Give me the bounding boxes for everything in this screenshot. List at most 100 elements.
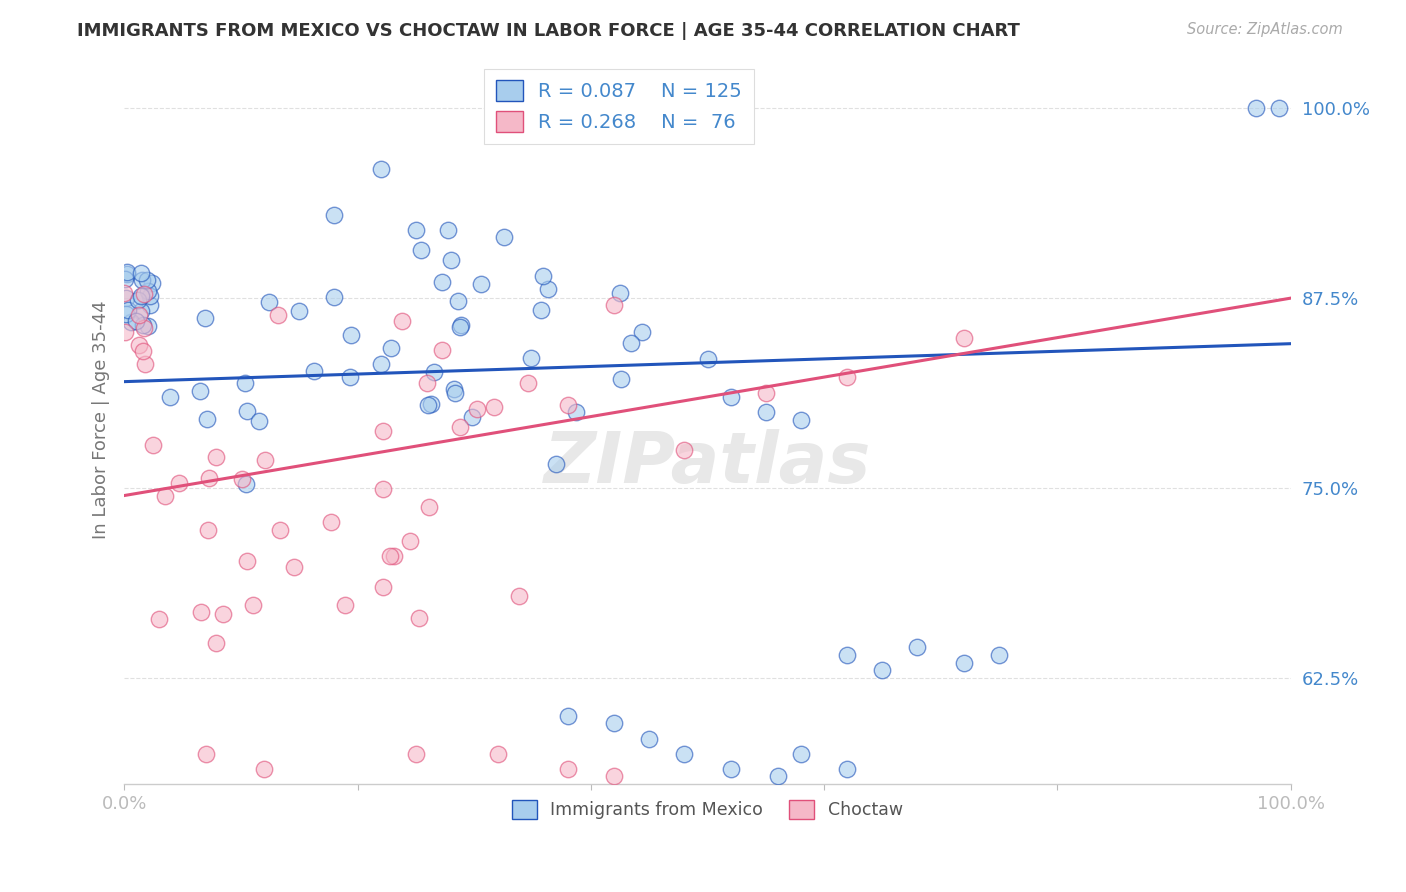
Point — [323, 208, 346, 222]
Point — [253, 453, 276, 467]
Point — [631, 325, 654, 339]
Point — [267, 309, 290, 323]
Point — [148, 612, 170, 626]
Point — [247, 414, 270, 428]
Point — [340, 327, 363, 342]
Point — [508, 589, 530, 603]
Point — [953, 331, 976, 345]
Point — [131, 273, 153, 287]
Point — [673, 747, 696, 761]
Text: IMMIGRANTS FROM MEXICO VS CHOCTAW IN LABOR FORCE | AGE 35-44 CORRELATION CHART: IMMIGRANTS FROM MEXICO VS CHOCTAW IN LAB… — [77, 22, 1021, 40]
Point — [530, 303, 553, 318]
Point — [371, 580, 394, 594]
Point — [194, 310, 217, 325]
Point — [409, 244, 432, 258]
Point — [790, 747, 813, 761]
Point — [135, 273, 157, 287]
Point — [288, 304, 311, 318]
Point — [370, 162, 392, 177]
Point — [115, 291, 138, 305]
Point — [134, 320, 156, 334]
Point — [720, 762, 742, 776]
Point — [141, 276, 163, 290]
Point — [837, 762, 859, 776]
Point — [696, 351, 718, 366]
Point — [205, 636, 228, 650]
Point — [283, 560, 305, 574]
Point — [212, 607, 235, 621]
Point — [242, 599, 264, 613]
Point — [465, 402, 488, 417]
Point — [323, 290, 346, 304]
Point — [235, 476, 257, 491]
Point — [136, 318, 159, 333]
Point — [603, 716, 626, 731]
Point — [907, 640, 929, 655]
Point — [269, 523, 291, 537]
Point — [380, 341, 402, 355]
Point — [537, 282, 560, 296]
Point — [129, 266, 152, 280]
Point — [391, 314, 413, 328]
Point — [195, 411, 218, 425]
Point — [382, 549, 405, 563]
Point — [416, 376, 439, 390]
Point — [544, 458, 567, 472]
Point — [194, 747, 217, 761]
Point — [449, 419, 471, 434]
Point — [257, 294, 280, 309]
Point — [128, 337, 150, 351]
Point — [557, 708, 579, 723]
Point — [204, 450, 226, 465]
Point — [447, 293, 470, 308]
Point — [231, 472, 253, 486]
Point — [333, 598, 356, 612]
Point — [436, 223, 458, 237]
Point — [638, 731, 661, 746]
Point — [371, 482, 394, 496]
Point — [167, 476, 190, 491]
Point — [132, 286, 155, 301]
Point — [233, 376, 256, 391]
Point — [953, 656, 976, 670]
Point — [373, 424, 395, 438]
Point — [114, 325, 136, 339]
Point — [378, 549, 401, 564]
Point — [125, 313, 148, 327]
Point — [197, 523, 219, 537]
Point — [235, 404, 257, 418]
Point — [198, 470, 221, 484]
Point — [494, 230, 516, 244]
Point — [430, 343, 453, 357]
Point — [138, 289, 160, 303]
Text: Source: ZipAtlas.com: Source: ZipAtlas.com — [1187, 22, 1343, 37]
Point — [450, 318, 472, 332]
Point — [321, 515, 343, 529]
Point — [134, 357, 156, 371]
Point — [302, 364, 325, 378]
Point — [440, 253, 463, 268]
Point — [128, 308, 150, 322]
Point — [443, 382, 465, 396]
Point — [557, 398, 579, 412]
Legend: Immigrants from Mexico, Choctaw: Immigrants from Mexico, Choctaw — [505, 793, 910, 826]
Point — [430, 275, 453, 289]
Point — [418, 398, 440, 412]
Point — [673, 443, 696, 458]
Point — [112, 285, 135, 300]
Point — [127, 293, 149, 307]
Point — [988, 648, 1011, 662]
Point — [486, 747, 509, 761]
Point — [120, 315, 142, 329]
Point — [155, 489, 177, 503]
Point — [129, 303, 152, 318]
Point — [159, 390, 181, 404]
Point — [1244, 101, 1267, 115]
Point — [461, 409, 484, 424]
Point — [139, 298, 162, 312]
Point — [720, 390, 742, 404]
Point — [423, 365, 446, 379]
Point — [609, 286, 631, 301]
Point — [235, 554, 257, 568]
Point — [399, 534, 422, 549]
